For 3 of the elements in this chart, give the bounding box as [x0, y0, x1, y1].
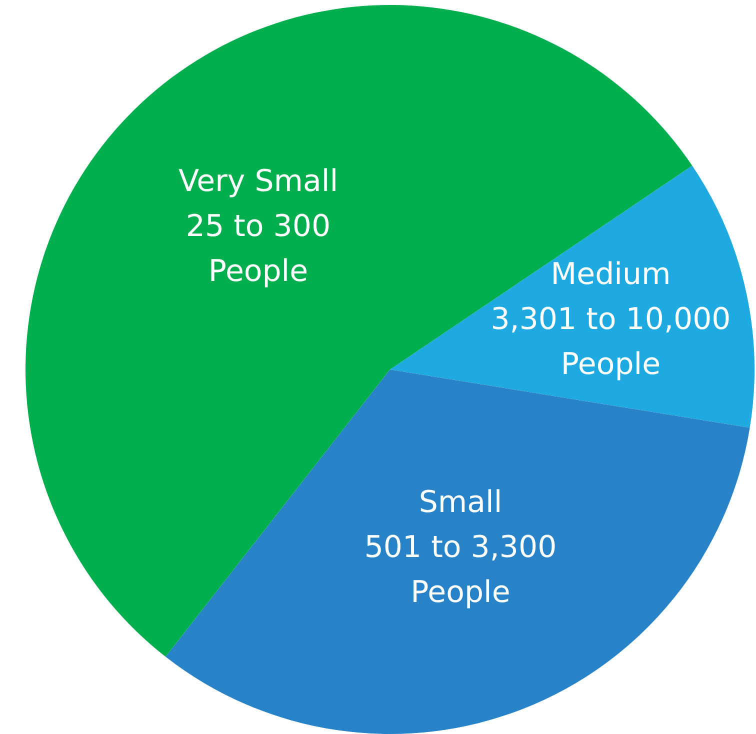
slice-label: Medium 3,301 to 10,000 People	[490, 256, 731, 382]
slice-label: Small 501 to 3,300 People	[364, 485, 557, 610]
slice-label: Very Small 25 to 300 People	[178, 164, 338, 290]
